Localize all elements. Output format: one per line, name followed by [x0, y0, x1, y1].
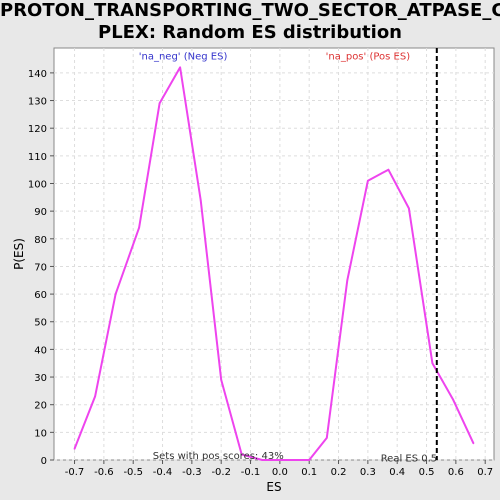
annotation-label: Real ES 0.5 [381, 454, 437, 465]
y-tick-label: 10 [34, 428, 47, 439]
x-tick-label: -0.6 [94, 467, 114, 478]
data-point [220, 379, 222, 381]
series-layer [73, 48, 475, 461]
y-tick-label: 30 [34, 373, 47, 384]
annotations: 'na_neg' (Neg ES) 'na_pos' (Pos ES) Sets w… [139, 51, 437, 464]
chart-title: PROTON_TRANSPORTING_TWO_SECTOR_ATPASE_CO… [0, 0, 500, 44]
annotation-label: 'na_neg' (Neg ES) [139, 51, 228, 62]
y-tick-label: 120 [28, 124, 47, 135]
y-tick-label: 0 [41, 456, 47, 467]
data-point [240, 453, 243, 456]
y-tick-label: 140 [28, 69, 47, 80]
x-tick-label: 0.4 [389, 467, 405, 478]
y-tick-label: 50 [34, 318, 47, 329]
x-tick-label: 0.3 [360, 467, 376, 478]
grid [54, 48, 494, 461]
data-point [346, 279, 349, 282]
data-point [73, 448, 76, 450]
x-tick-label: 0.7 [477, 467, 493, 478]
x-tick-label: -0.7 [65, 467, 85, 478]
data-point [408, 207, 410, 210]
x-tick-label: 0.6 [448, 467, 464, 478]
y-axis-label: P(ES) [12, 238, 26, 270]
data-point [179, 66, 181, 69]
x-tick-label: -0.3 [182, 467, 202, 478]
chart-title-line-1: PROTON_TRANSPORTING_TWO_SECTOR_ATPASE_CO… [0, 0, 500, 21]
data-point [158, 102, 161, 105]
y-tick-label: 60 [34, 290, 47, 301]
chart-title-line-2: PLEX: Random ES distribution [98, 22, 402, 43]
data-point [114, 293, 117, 295]
data-point [308, 459, 311, 461]
x-tick-label: 0.0 [272, 467, 288, 478]
data-point [94, 395, 96, 398]
x-axis-label: ES [266, 480, 281, 494]
data-point [279, 459, 281, 461]
y-tick-label: 40 [34, 345, 47, 356]
x-tick-label: -0.2 [211, 467, 231, 478]
axes: 0 10 20 30 40 50 60 70 80 90 100 110 120 130 140 -0.7 -0… [28, 69, 493, 478]
data-point [261, 459, 264, 461]
x-tick-label: 0.5 [419, 467, 435, 478]
y-tick-label: 130 [28, 97, 47, 108]
y-tick-label: 110 [28, 152, 47, 163]
data-point [431, 362, 434, 365]
x-tick-label: 0.1 [301, 467, 317, 478]
data-point [387, 168, 390, 171]
x-tick-label: 0.2 [331, 467, 347, 478]
x-tick-label: -0.5 [123, 467, 143, 478]
y-tick-label: 100 [28, 179, 47, 190]
data-point [199, 199, 202, 201]
series-line [73, 66, 475, 461]
annotation-label: Sets with pos scores: 43% [153, 451, 284, 462]
y-tick-label: 90 [34, 207, 47, 218]
data-point [472, 442, 475, 445]
data-point [367, 179, 369, 182]
y-tick-label: 80 [34, 235, 47, 246]
data-point [138, 226, 140, 229]
data-point [326, 437, 328, 439]
y-tick-label: 20 [34, 401, 47, 412]
x-tick-label: -0.1 [241, 467, 261, 478]
x-tick-label: -0.4 [153, 467, 173, 478]
data-point [452, 398, 454, 400]
plot-area [53, 47, 495, 461]
y-tick-label: 70 [34, 262, 47, 273]
annotation-label: 'na_pos' (Pos ES) [326, 51, 411, 62]
